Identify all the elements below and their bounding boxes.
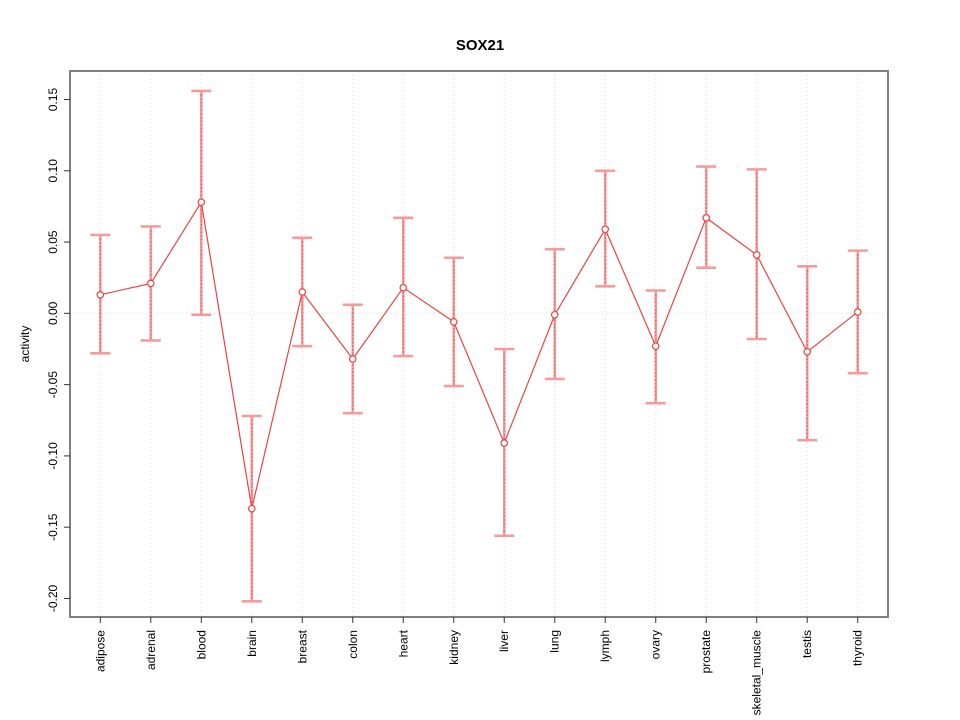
y-tick-label: -0.05 (46, 371, 60, 399)
x-tick-label: testis (800, 630, 814, 658)
data-point (348, 355, 357, 363)
y-tick-label: -0.20 (46, 584, 60, 612)
data-point (96, 291, 105, 299)
x-tick-label: liver (497, 630, 511, 652)
data-point (146, 279, 155, 288)
x-tick-label: colon (346, 630, 360, 659)
data-point (247, 504, 256, 513)
x-tick-label: thyroid (851, 630, 865, 666)
x-tick-label: adipose (93, 630, 107, 672)
x-tick-label: kidney (447, 630, 461, 665)
x-tick-label: adrenal (144, 630, 158, 670)
y-tick-label: 0.05 (46, 230, 60, 254)
y-tick-label: 0.15 (46, 88, 60, 112)
y-tick-label: -0.10 (46, 442, 60, 470)
x-tick-label: blood (194, 630, 208, 659)
data-point (298, 288, 307, 296)
x-tick-label: lymph (598, 630, 612, 662)
x-tick-label: ovary (649, 630, 663, 659)
plot-frame (69, 70, 889, 618)
data-point (449, 318, 458, 326)
y-tick-label: -0.15 (46, 513, 60, 541)
data-point (601, 225, 610, 234)
y-axis-title: activity (18, 325, 32, 363)
data-point (752, 251, 761, 259)
x-tick-label: brain (245, 630, 259, 657)
data-point (500, 439, 509, 447)
data-point (399, 283, 408, 292)
x-tick-label: skeletal_muscle (750, 630, 764, 716)
chart-title: SOX21 (455, 37, 505, 54)
data-point (197, 198, 206, 206)
series-line (100, 200, 859, 509)
data-point (651, 342, 660, 350)
y-tick-label: 0.00 (46, 301, 60, 325)
data-point (853, 308, 862, 316)
x-tick-label: heart (396, 629, 410, 657)
x-tick-label: breast (295, 629, 309, 663)
x-tick-label: lung (548, 630, 562, 653)
x-tick-label: prostate (699, 630, 713, 674)
data-point (550, 310, 559, 319)
y-tick-label: 0.10 (46, 159, 60, 183)
data-point (702, 214, 711, 222)
data-point (803, 348, 812, 356)
